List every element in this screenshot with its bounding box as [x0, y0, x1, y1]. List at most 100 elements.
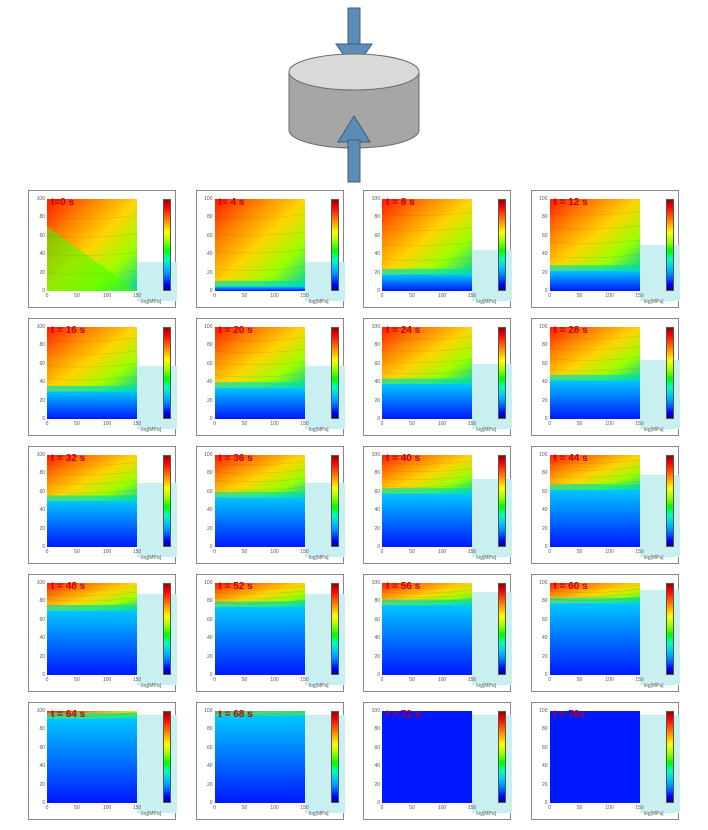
heatmap-panel: 100806040200050100150t = 44 slog[MPa] — [531, 446, 679, 564]
x-tick: 150 — [300, 677, 308, 683]
y-axis: 100806040200 — [534, 455, 548, 547]
y-tick: 100 — [204, 708, 212, 714]
y-tick: 20 — [374, 526, 380, 532]
y-tick: 60 — [542, 617, 548, 623]
x-tick: 100 — [103, 677, 111, 683]
y-tick: 80 — [542, 342, 548, 348]
x-tick: 0 — [46, 549, 49, 555]
y-tick: 80 — [542, 470, 548, 476]
y-tick: 80 — [39, 214, 45, 220]
x-tick: 50 — [577, 549, 583, 555]
x-tick: 150 — [635, 549, 643, 555]
x-tick: 150 — [300, 421, 308, 427]
y-tick: 100 — [204, 580, 212, 586]
x-tick: 0 — [381, 421, 384, 427]
x-tick: 150 — [133, 805, 141, 811]
heatmap-plot — [215, 455, 305, 547]
y-tick: 0 — [42, 800, 45, 806]
colorbar-label: log[MPa] — [309, 427, 329, 433]
x-tick: 100 — [103, 293, 111, 299]
background-band — [640, 475, 680, 557]
x-axis: 050100150 — [382, 421, 472, 433]
x-axis: 050100150 — [382, 805, 472, 817]
y-axis: 100806040200 — [534, 327, 548, 419]
y-tick: 100 — [37, 580, 45, 586]
y-tick: 100 — [372, 324, 380, 330]
y-tick: 20 — [542, 782, 548, 788]
colorbar-label: log[MPa] — [141, 683, 161, 689]
heatmap-plot — [550, 199, 640, 291]
x-tick: 0 — [381, 549, 384, 555]
heatmap-plot — [382, 455, 472, 547]
colorbar — [666, 327, 674, 419]
y-tick: 20 — [39, 270, 45, 276]
x-tick: 100 — [438, 549, 446, 555]
colorbar — [163, 455, 171, 547]
y-tick: 20 — [542, 398, 548, 404]
colorbar — [331, 711, 339, 803]
y-tick: 100 — [539, 452, 547, 458]
colorbar — [498, 327, 506, 419]
y-axis: 100806040200 — [366, 199, 380, 291]
y-tick: 80 — [374, 214, 380, 220]
y-tick: 40 — [542, 763, 548, 769]
x-tick: 50 — [409, 805, 415, 811]
colorbar — [498, 583, 506, 675]
y-tick: 40 — [207, 251, 213, 257]
heatmap-plot — [550, 455, 640, 547]
x-tick: 50 — [242, 677, 248, 683]
y-tick: 40 — [39, 251, 45, 257]
y-tick: 100 — [204, 196, 212, 202]
heatmap-panel: 100806040200050100150t = 24 slog[MPa] — [363, 318, 511, 436]
heatmap-plot — [550, 583, 640, 675]
y-tick: 80 — [39, 470, 45, 476]
x-tick: 100 — [103, 421, 111, 427]
x-tick: 50 — [74, 677, 80, 683]
colorbar-label: log[MPa] — [644, 299, 664, 305]
x-axis: 050100150 — [382, 549, 472, 561]
x-tick: 150 — [133, 549, 141, 555]
y-tick: 60 — [542, 361, 548, 367]
background-band — [137, 483, 177, 557]
x-tick: 50 — [74, 293, 80, 299]
y-tick: 60 — [207, 489, 213, 495]
heatmap-plot — [47, 199, 137, 291]
y-tick: 60 — [542, 745, 548, 751]
y-tick: 80 — [207, 598, 213, 604]
x-tick: 100 — [438, 805, 446, 811]
x-tick: 100 — [270, 549, 278, 555]
heatmap-grid: 100806040200050100150t=0 slog[MPa]100806… — [28, 190, 680, 820]
colorbar — [666, 711, 674, 803]
y-tick: 40 — [207, 763, 213, 769]
colorbar-label: log[MPa] — [309, 683, 329, 689]
y-axis: 100806040200 — [31, 199, 45, 291]
colorbar — [163, 199, 171, 291]
y-tick: 0 — [42, 672, 45, 678]
background-band — [472, 479, 512, 557]
y-tick: 60 — [207, 233, 213, 239]
x-tick: 0 — [548, 293, 551, 299]
y-tick: 40 — [542, 635, 548, 641]
heatmap-panel: 100806040200050100150t = 40 slog[MPa] — [363, 446, 511, 564]
y-tick: 20 — [542, 654, 548, 660]
x-tick: 50 — [409, 677, 415, 683]
background-band — [640, 590, 680, 685]
y-tick: 80 — [374, 342, 380, 348]
heatmap-plot — [47, 711, 137, 803]
heatmap-plot — [47, 327, 137, 419]
x-tick: 100 — [605, 805, 613, 811]
x-axis: 050100150 — [47, 805, 137, 817]
y-axis: 100806040200 — [366, 455, 380, 547]
y-tick: 40 — [39, 635, 45, 641]
colorbar — [331, 455, 339, 547]
y-tick: 40 — [542, 379, 548, 385]
y-tick: 20 — [207, 782, 213, 788]
colorbar — [666, 199, 674, 291]
y-tick: 0 — [42, 416, 45, 422]
x-tick: 150 — [133, 421, 141, 427]
x-tick: 150 — [133, 293, 141, 299]
x-tick: 100 — [605, 421, 613, 427]
y-tick: 80 — [39, 598, 45, 604]
time-label: t = 12 s — [554, 197, 588, 208]
y-tick: 100 — [37, 452, 45, 458]
